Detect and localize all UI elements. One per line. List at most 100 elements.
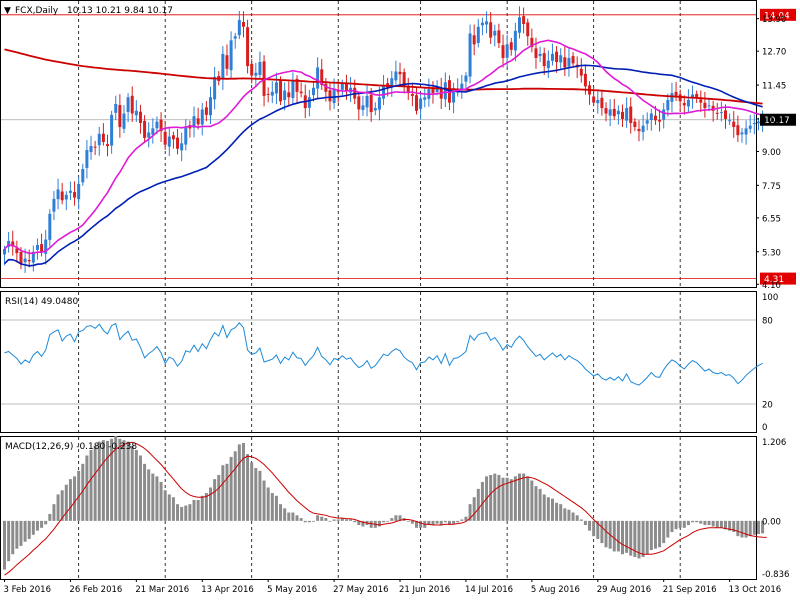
- candle-body-167: [691, 94, 695, 98]
- candle-body-107: [443, 82, 447, 100]
- candle-body-178: [736, 125, 740, 136]
- macd-bar-136: [563, 508, 567, 521]
- macd-bar-80: [332, 519, 336, 521]
- macd-bar-17: [73, 476, 77, 521]
- macd-bar-3: [15, 520, 19, 549]
- macd-bar-151: [625, 520, 629, 553]
- macd-bar-79: [328, 520, 332, 522]
- macd-bar-99: [410, 520, 414, 524]
- macd-bar-132: [546, 497, 550, 521]
- candle-body-55: [229, 40, 233, 71]
- price-tick-label-5: 10.20: [762, 115, 786, 125]
- macd-bar-0: [3, 520, 6, 570]
- candle-body-25: [106, 144, 109, 147]
- candle-body-2: [11, 241, 15, 247]
- candle-body-11: [48, 213, 52, 240]
- level-tag-2: [760, 113, 796, 126]
- macd-bar-146: [604, 520, 608, 548]
- candle-body-182: [752, 122, 756, 124]
- macd-bar-103: [427, 520, 431, 526]
- candle-body-156: [645, 120, 649, 124]
- macd-bar-149: [616, 520, 620, 552]
- macd-bar-28: [118, 438, 122, 521]
- candle-body-42: [176, 137, 180, 149]
- ma-fast-line: [3, 39, 763, 255]
- macd-bar-76: [316, 515, 320, 521]
- candle-body-48: [200, 109, 204, 125]
- macd-bar-46: [192, 500, 196, 521]
- rsi-tick-label-2: 20: [762, 401, 773, 411]
- rsi-indicator: [1, 319, 763, 405]
- x-tick-label-2: 21 Mar 2016: [135, 585, 189, 595]
- candle-body-176: [728, 120, 732, 122]
- candle-body-15: [64, 194, 68, 200]
- price-tick-label-3: 7.75: [762, 182, 781, 192]
- macd-bar-156: [645, 520, 649, 555]
- macd-bar-43: [180, 506, 184, 521]
- macd-bar-49: [204, 493, 208, 521]
- candle-body-166: [686, 99, 690, 107]
- level-tag-label-1: 4.31: [764, 275, 784, 285]
- candle-body-119: [493, 30, 497, 36]
- candle-body-114: [472, 35, 476, 45]
- x-tick-label-1: 26 Feb 2016: [69, 585, 122, 595]
- macd-bar-56: [233, 451, 237, 521]
- macd-bar-51: [213, 479, 217, 521]
- candle-body-174: [719, 112, 723, 114]
- macd-bar-27: [114, 436, 118, 521]
- macd-bar-153: [633, 520, 637, 558]
- macd-bar-11: [48, 513, 52, 521]
- price-tick-label-0: 4.10: [762, 281, 781, 291]
- macd-bar-152: [629, 520, 633, 556]
- candle-body-47: [196, 118, 200, 125]
- candle-body-145: [600, 97, 604, 109]
- macd-bar-169: [699, 520, 703, 524]
- macd-bar-25: [106, 440, 109, 521]
- candle-body-177: [732, 121, 736, 128]
- candle-body-19: [81, 169, 85, 183]
- chart-menu-icon[interactable]: ▼: [4, 6, 11, 16]
- macd-bar-127: [526, 476, 530, 521]
- macd-bar-87: [361, 520, 365, 527]
- candle-body-91: [377, 97, 381, 110]
- candle-body-18: [77, 183, 81, 200]
- macd-bar-30: [126, 441, 130, 521]
- candle-body-76: [316, 67, 320, 89]
- candle-body-116: [480, 22, 484, 26]
- candle-body-173: [715, 112, 719, 114]
- macd-bar-36: [151, 473, 155, 521]
- ohlc-readout: 10.13 10.21 9.84 10.17: [67, 6, 173, 16]
- candle-body-170: [703, 102, 707, 109]
- macd-bar-157: [649, 520, 653, 551]
- macd-bar-167: [691, 520, 695, 523]
- candle-body-149: [616, 110, 620, 115]
- macd-bar-71: [295, 515, 299, 521]
- macd-bar-77: [320, 516, 324, 521]
- macd-bar-69: [287, 512, 291, 521]
- candle-body-100: [415, 95, 418, 111]
- candle-body-180: [744, 128, 748, 135]
- candle-body-17: [73, 192, 77, 198]
- macd-bar-19: [81, 463, 85, 521]
- candle-body-14: [60, 191, 64, 201]
- price-tick-label-1: 5.30: [762, 248, 781, 258]
- candle-body-95: [394, 71, 398, 81]
- macd-bar-109: [452, 520, 456, 524]
- candle-body-78: [324, 83, 328, 92]
- candle-body-181: [748, 125, 752, 129]
- candle-body-60: [250, 63, 254, 76]
- macd-bar-144: [596, 520, 600, 539]
- candle-body-59: [246, 27, 250, 67]
- macd-bar-63: [262, 480, 266, 521]
- macd-bar-82: [340, 518, 344, 521]
- x-tick-label-8: 5 Aug 2016: [531, 585, 580, 595]
- candle-body-102: [423, 97, 427, 100]
- candle-body-125: [518, 17, 521, 33]
- price-tick-label-2: 6.55: [762, 214, 781, 224]
- macd-bar-42: [176, 504, 180, 521]
- macd-bar-108: [447, 520, 451, 526]
- candle-body-112: [464, 75, 468, 82]
- macd-bar-128: [530, 480, 534, 521]
- macd-bar-26: [110, 438, 114, 521]
